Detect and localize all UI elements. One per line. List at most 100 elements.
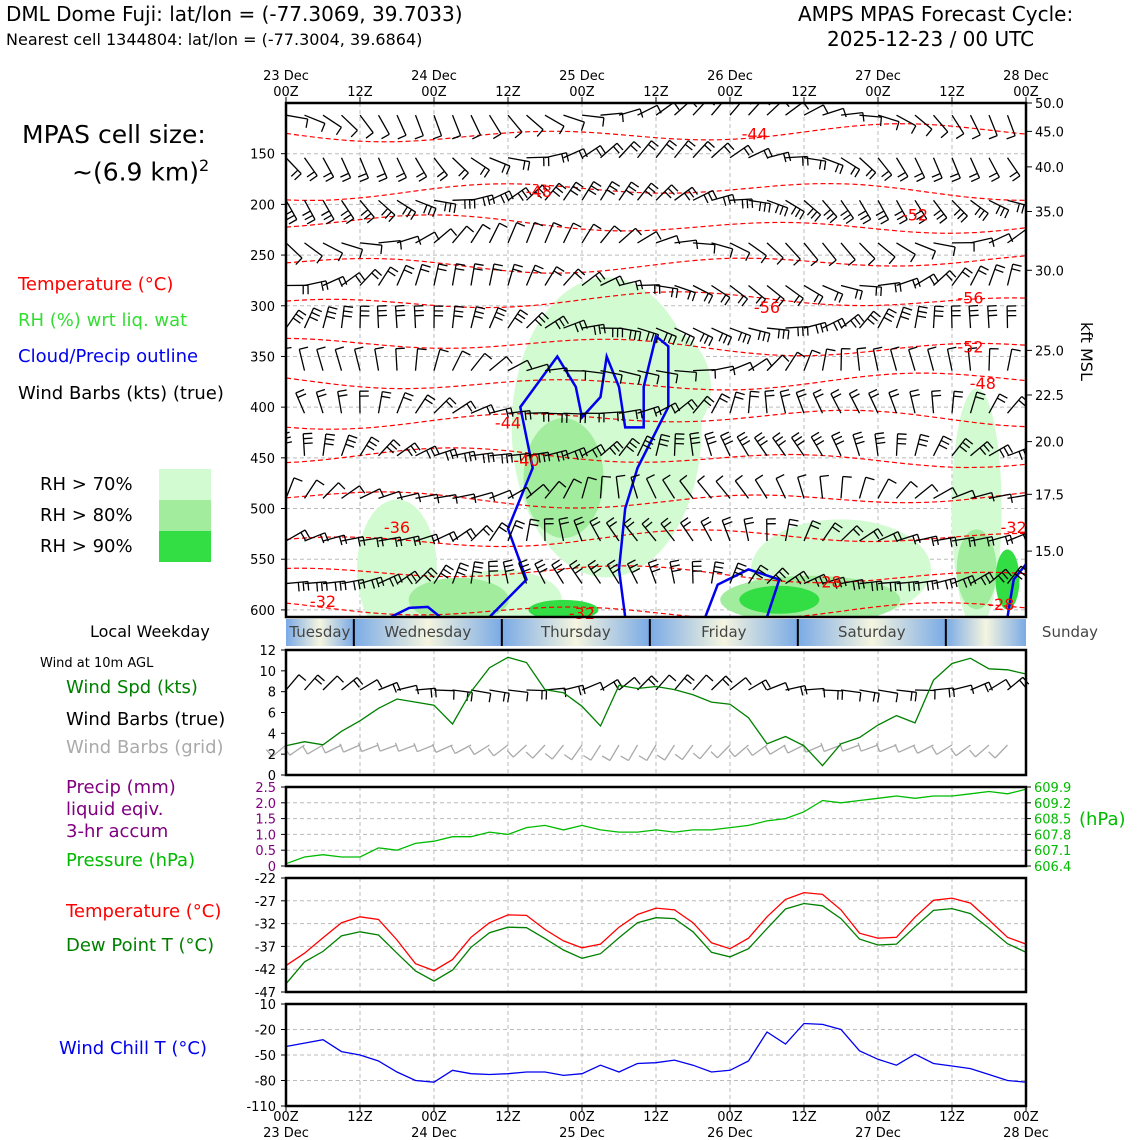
wind-barb-shaft [599, 181, 613, 201]
rh-shading [357, 277, 1020, 617]
wind-barb-flag [402, 206, 408, 215]
wind-barb-flag [953, 395, 963, 398]
wind-barb-flag [626, 521, 635, 529]
wind-barb-flag [1019, 679, 1026, 688]
wind-barb-shaft [618, 327, 641, 333]
wind-barb-flag [796, 440, 805, 447]
wind-barb-flag [517, 192, 524, 201]
wind-barb-flag [888, 256, 896, 265]
wind-barb-shaft [307, 744, 324, 755]
wind-barb-shaft [1007, 447, 1026, 457]
wind-barb-flag [842, 577, 847, 587]
wind-barb-flag [865, 168, 873, 177]
wind-barb-shaft [673, 140, 689, 159]
wind-barb-flag [857, 314, 865, 322]
wind-barb-flag [986, 441, 994, 449]
wind-barb-shaft [766, 327, 789, 331]
wind-barb-flag [838, 293, 844, 303]
wind-barb-flag [553, 222, 563, 227]
wind-barb-flag [487, 748, 495, 757]
wind-barb-flag [810, 431, 820, 438]
wind-barb-flag [971, 134, 981, 140]
wind-barb-flag [671, 184, 679, 192]
wind-barb-flag [954, 390, 964, 393]
wind-barb-flag [1009, 493, 1013, 504]
wind-barb-flag [988, 314, 998, 317]
wind-barb-flag [765, 394, 775, 397]
wind-barb-flag [910, 691, 913, 701]
wind-barb-shaft [840, 111, 863, 116]
wind-barb-flag [983, 444, 990, 452]
wind-barb-flag [767, 148, 773, 157]
wind-barb-shaft [908, 349, 916, 371]
wind-barb-flag [561, 153, 565, 163]
wind-barb-flag [931, 389, 941, 392]
wind-barb-flag [593, 567, 602, 574]
xs-kft-label: 17.5 [1035, 488, 1064, 503]
wind-barb-flag [571, 563, 581, 570]
wind-barb-flag [912, 581, 916, 591]
wind-barb-flag [768, 203, 771, 213]
wind-barb-shaft [748, 242, 767, 257]
wind-barb-flag [608, 521, 618, 528]
wind-barb-shaft [917, 744, 934, 754]
wind-barb-flag [649, 563, 659, 569]
wind-barb-flag [797, 298, 804, 307]
temp-contour-label: -52 [902, 206, 928, 225]
wind-barb-flag [357, 742, 363, 752]
temp-contour-label: -44 [495, 413, 521, 432]
wind-barb-shaft [544, 480, 560, 499]
xs-ytick-label: 500 [250, 503, 275, 518]
wind-barb-flag [427, 570, 435, 579]
wind-barb-shaft [600, 679, 618, 691]
wind-barb-flag [815, 324, 819, 334]
wind-barb-shaft [599, 476, 603, 499]
wind-barb-shaft [896, 114, 917, 127]
wind-barb-flag [482, 528, 490, 536]
wind-barb-shaft [970, 491, 992, 500]
wind-barb-flag [667, 187, 675, 196]
wind-barb-flag [704, 431, 714, 436]
wind-barb-flag [690, 436, 700, 440]
wind-barb-flag [727, 142, 735, 151]
wind-barb-shaft [879, 744, 897, 753]
wind-barb-flag [764, 389, 775, 392]
wind-barb-flag [644, 439, 654, 445]
wind-barb-flag [497, 307, 507, 312]
wind-barb-shaft [692, 674, 707, 691]
wind-barb-shaft [700, 521, 713, 542]
wind-barb-shaft [859, 114, 882, 118]
wind-barb-flag [842, 475, 852, 478]
wind-barb-flag [345, 443, 355, 448]
xs-xtick-date: 26 Dec [707, 69, 753, 84]
wind-barb-flag [286, 214, 295, 221]
xs-xtick-hour: 12Z [495, 85, 521, 100]
wind-barb-flag [628, 185, 637, 192]
wind-ytick-label: 4 [268, 727, 276, 742]
wind-barb-flag [295, 313, 304, 320]
wind-barb-flag [725, 675, 733, 683]
wind-barb-flag [516, 519, 525, 525]
weekday-band [501, 619, 650, 646]
wind-barb-shaft [396, 684, 417, 691]
wind-barb-flag [687, 189, 695, 198]
wind-barb-flag [760, 255, 767, 264]
wind-barb-shaft [704, 434, 713, 456]
legend-precip-3: 3-hr accum [66, 821, 169, 842]
wind-barb-flag [455, 494, 458, 504]
wind-barb-flag [320, 123, 326, 132]
wind-barb-flag [575, 521, 585, 526]
wind-barb-flag [398, 177, 407, 183]
wind-barb-flag [460, 562, 469, 567]
bottom-xtick-hour: 00Z [569, 1110, 595, 1125]
xs-xtick-hour: 00Z [273, 85, 299, 100]
wind-barb-flag [663, 332, 668, 342]
wind-barb-shaft [729, 327, 751, 337]
wind-barb-shaft [932, 199, 948, 219]
wind-barb-flag [321, 210, 330, 217]
wind-barb-flag [546, 364, 551, 373]
wind-barb-shaft [711, 365, 734, 372]
wind-barb-shaft [840, 157, 860, 170]
wind-barb-flag [897, 433, 907, 435]
